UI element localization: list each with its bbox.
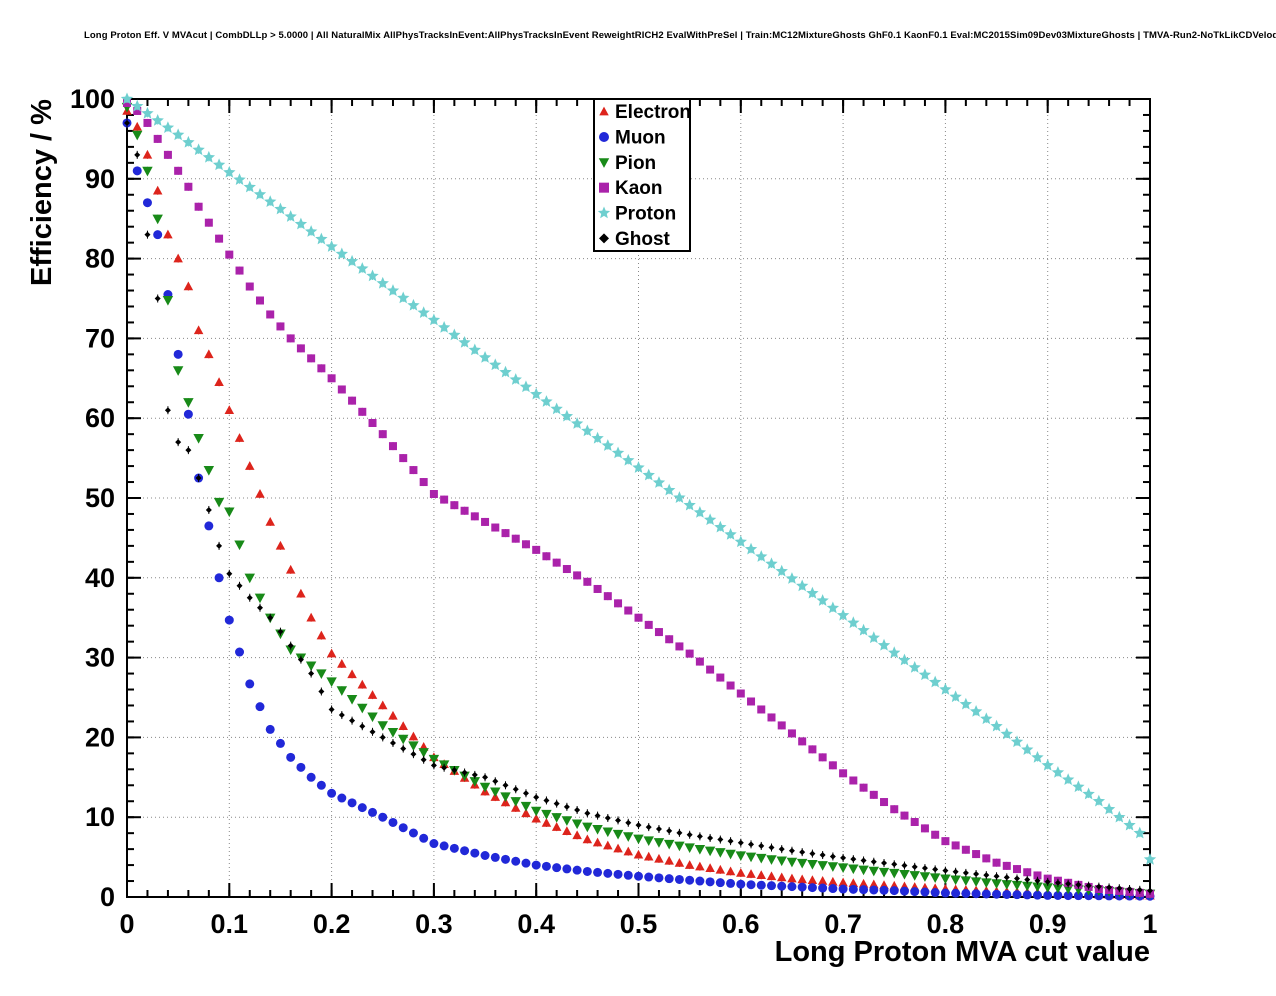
legend-label: Kaon (615, 178, 663, 199)
legend-label: Ghost (615, 229, 671, 250)
svg-text:0: 0 (119, 909, 134, 939)
legend-label: Pion (615, 153, 656, 174)
svg-text:0.3: 0.3 (415, 909, 453, 939)
svg-text:1: 1 (1142, 909, 1157, 939)
svg-text:80: 80 (85, 244, 115, 274)
svg-text:0.2: 0.2 (313, 909, 351, 939)
svg-text:90: 90 (85, 164, 115, 194)
svg-text:0.1: 0.1 (211, 909, 249, 939)
svg-text:60: 60 (85, 403, 115, 433)
svg-text:0: 0 (100, 882, 115, 912)
svg-text:0.4: 0.4 (517, 909, 555, 939)
svg-text:40: 40 (85, 563, 115, 593)
svg-text:10: 10 (85, 802, 115, 832)
series-ghost (124, 118, 1153, 895)
legend-box (593, 98, 691, 252)
svg-text:20: 20 (85, 722, 115, 752)
legend-label: Electron (615, 102, 691, 123)
plot-title: Long Proton Eff. V MVAcut | CombDLLp > 5… (84, 30, 1276, 41)
legend-label: Muon (615, 128, 666, 149)
svg-text:30: 30 (85, 643, 115, 673)
svg-text:70: 70 (85, 323, 115, 353)
series-proton (120, 92, 1157, 865)
svg-text:0.7: 0.7 (824, 909, 862, 939)
svg-text:0.8: 0.8 (927, 909, 965, 939)
legend-label: Proton (615, 204, 676, 225)
svg-text:50: 50 (85, 483, 115, 513)
svg-text:0.6: 0.6 (722, 909, 760, 939)
svg-text:0.5: 0.5 (620, 909, 658, 939)
svg-text:0.9: 0.9 (1029, 909, 1067, 939)
x-axis-title: Long Proton MVA cut value (774, 936, 1150, 968)
svg-text:100: 100 (70, 84, 115, 114)
